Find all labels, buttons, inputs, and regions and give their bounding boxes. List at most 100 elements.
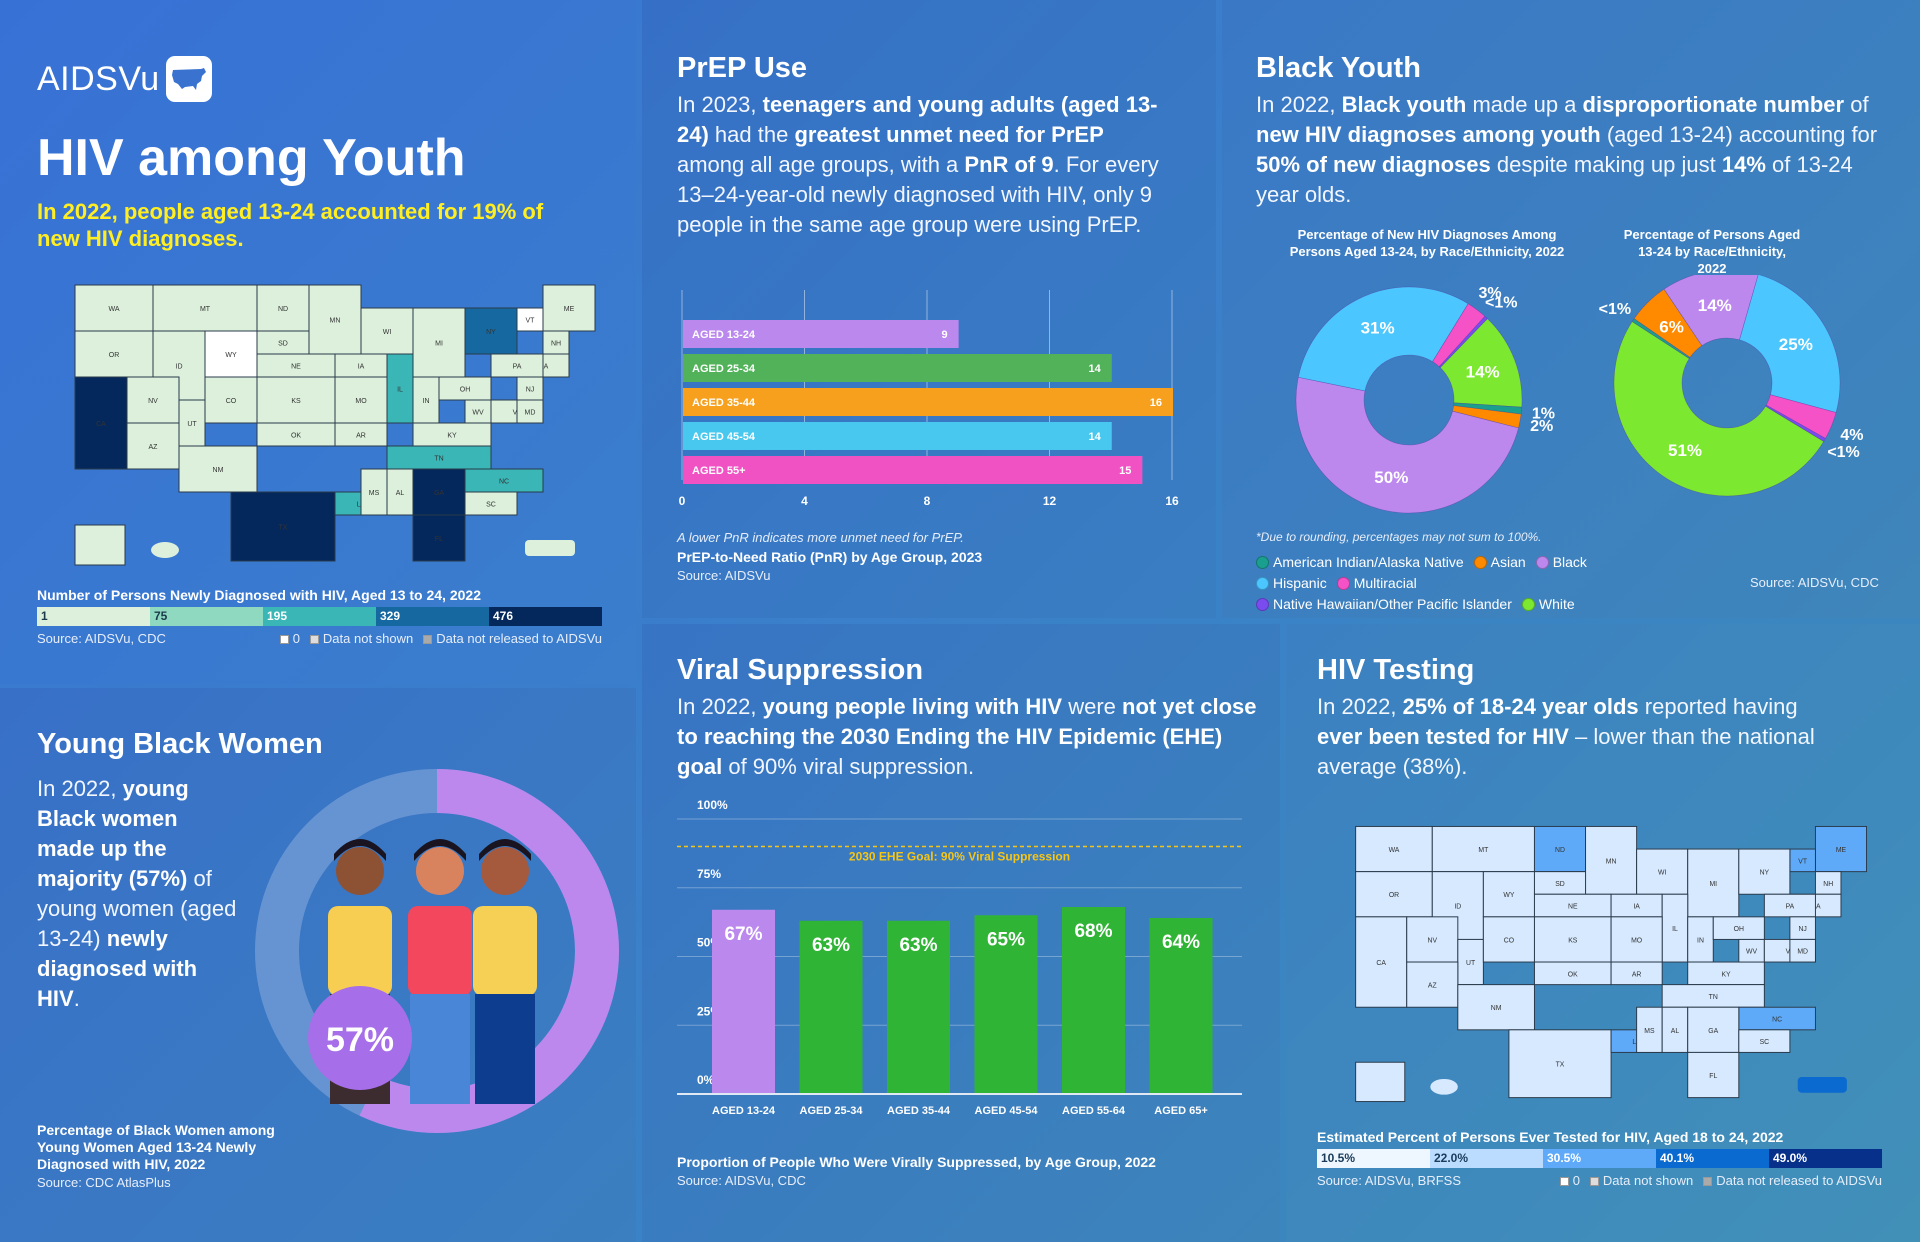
- state-ME[interactable]: ME: [542, 284, 596, 332]
- state-WV[interactable]: WV: [1738, 938, 1765, 963]
- state-NH[interactable]: NH: [542, 330, 570, 355]
- state-OR[interactable]: OR: [1355, 871, 1433, 918]
- state-WA[interactable]: WA: [74, 284, 154, 332]
- state-MS[interactable]: MS: [1636, 1006, 1663, 1053]
- state-AL[interactable]: AL: [1661, 1006, 1689, 1053]
- state-SD[interactable]: SD: [1533, 871, 1587, 895]
- svg-text:ME: ME: [564, 306, 575, 313]
- state-TX[interactable]: TX: [1508, 1029, 1612, 1099]
- state-OK[interactable]: OK: [1533, 961, 1612, 986]
- state-CO[interactable]: CO: [204, 376, 258, 424]
- state-WY[interactable]: WY: [204, 330, 258, 378]
- state-PA[interactable]: PA: [490, 353, 544, 378]
- bar-category-label: AGED 25-34: [692, 363, 756, 375]
- state-NJ[interactable]: NJ: [516, 376, 544, 401]
- state-ND[interactable]: ND: [1533, 825, 1587, 873]
- state-HI[interactable]: [151, 542, 179, 558]
- state-SD[interactable]: SD: [256, 330, 310, 355]
- state-HI[interactable]: [1430, 1078, 1458, 1095]
- state-AK[interactable]: [74, 524, 126, 566]
- state-MN[interactable]: MN: [308, 284, 362, 355]
- svg-text:ID: ID: [1454, 903, 1461, 910]
- us-diagnoses-map[interactable]: WAMTNDMNWIMIMEORIDWYSDVTNHNYNEIAMACANVUT…: [55, 275, 625, 575]
- state-NV[interactable]: NV: [126, 376, 180, 424]
- state-UT[interactable]: UT: [178, 399, 206, 447]
- state-SC[interactable]: SC: [1738, 1029, 1791, 1053]
- state-TN[interactable]: TN: [1661, 984, 1765, 1008]
- svg-text:PA: PA: [513, 364, 522, 371]
- state-IL[interactable]: IL: [1661, 893, 1689, 963]
- state-VT[interactable]: VT: [1789, 848, 1816, 873]
- state-MT[interactable]: MT: [1431, 825, 1535, 873]
- state-AZ[interactable]: AZ: [1406, 961, 1459, 1008]
- state-PA[interactable]: PA: [1763, 893, 1816, 918]
- state-KY[interactable]: KY: [412, 422, 492, 447]
- state-IN[interactable]: IN: [1687, 916, 1714, 963]
- svg-text:NM: NM: [1491, 1005, 1502, 1012]
- state-WI[interactable]: WI: [1636, 848, 1689, 895]
- state-NC[interactable]: NC: [464, 468, 544, 493]
- state-MN[interactable]: MN: [1585, 825, 1638, 895]
- state-MD[interactable]: MD: [1789, 938, 1816, 963]
- aidsvu-logo[interactable]: AIDSVu: [37, 56, 212, 102]
- state-TX[interactable]: TX: [230, 491, 336, 562]
- state-CO[interactable]: CO: [1482, 916, 1535, 963]
- state-GA[interactable]: GA: [1687, 1006, 1740, 1053]
- state-KY[interactable]: KY: [1687, 961, 1765, 986]
- state-MO[interactable]: MO: [334, 376, 388, 424]
- state-UT[interactable]: UT: [1457, 938, 1484, 986]
- state-MI[interactable]: MI: [412, 307, 466, 378]
- state-NY[interactable]: NY: [1738, 848, 1791, 895]
- state-IN[interactable]: IN: [412, 376, 440, 424]
- state-AZ[interactable]: AZ: [126, 422, 180, 470]
- state-NE[interactable]: NE: [1533, 893, 1612, 918]
- state-OH[interactable]: OH: [1712, 916, 1765, 940]
- svg-text:NY: NY: [1760, 870, 1770, 877]
- state-KS[interactable]: KS: [256, 376, 336, 424]
- state-WI[interactable]: WI: [360, 307, 414, 355]
- state-FL[interactable]: FL: [412, 514, 466, 562]
- state-IL[interactable]: IL: [386, 353, 414, 424]
- state-GA[interactable]: GA: [412, 468, 466, 516]
- state-WA[interactable]: WA: [1355, 825, 1433, 873]
- state-ND[interactable]: ND: [256, 284, 310, 332]
- state-CA[interactable]: CA: [74, 376, 128, 470]
- territory-PR[interactable]: [525, 540, 575, 556]
- state-MS[interactable]: MS: [360, 468, 388, 516]
- us-testing-map[interactable]: WAMTNDMNWIMIMEORIDWYSDVTNHNYNEIAMACANVUT…: [1336, 814, 1896, 1114]
- state-KS[interactable]: KS: [1533, 916, 1612, 963]
- state-IA[interactable]: IA: [1610, 893, 1663, 918]
- state-NJ[interactable]: NJ: [1789, 916, 1816, 940]
- state-AK[interactable]: [1355, 1061, 1406, 1103]
- state-SC[interactable]: SC: [464, 491, 518, 516]
- state-MD[interactable]: MD: [516, 399, 544, 424]
- map-key-item: Data not shown: [309, 631, 413, 646]
- state-IA[interactable]: IA: [334, 353, 388, 378]
- state-AR[interactable]: AR: [334, 422, 388, 447]
- state-AL[interactable]: AL: [386, 468, 414, 516]
- state-AR[interactable]: AR: [1610, 961, 1663, 986]
- state-NV[interactable]: NV: [1406, 916, 1459, 963]
- state-VT[interactable]: VT: [516, 307, 544, 332]
- state-NM[interactable]: NM: [178, 445, 258, 493]
- state-TN[interactable]: TN: [386, 445, 492, 470]
- state-WY[interactable]: WY: [1482, 871, 1535, 918]
- state-FL[interactable]: FL: [1687, 1051, 1740, 1099]
- territory-PR[interactable]: [1797, 1076, 1847, 1093]
- state-NM[interactable]: NM: [1457, 984, 1535, 1031]
- state-OH[interactable]: OH: [438, 376, 492, 401]
- state-MT[interactable]: MT: [152, 284, 258, 332]
- state-OK[interactable]: OK: [256, 422, 336, 447]
- state-OR[interactable]: OR: [74, 330, 154, 378]
- state-NY[interactable]: NY: [464, 307, 518, 355]
- legend-swatch: [1535, 556, 1549, 569]
- svg-text:IA: IA: [358, 364, 365, 371]
- state-NH[interactable]: NH: [1814, 871, 1842, 895]
- state-ME[interactable]: ME: [1814, 825, 1868, 873]
- state-MI[interactable]: MI: [1687, 848, 1740, 918]
- state-NE[interactable]: NE: [256, 353, 336, 378]
- state-WV[interactable]: WV: [464, 399, 492, 424]
- state-MO[interactable]: MO: [1610, 916, 1663, 963]
- state-NC[interactable]: NC: [1738, 1006, 1816, 1031]
- state-CA[interactable]: CA: [1355, 916, 1408, 1008]
